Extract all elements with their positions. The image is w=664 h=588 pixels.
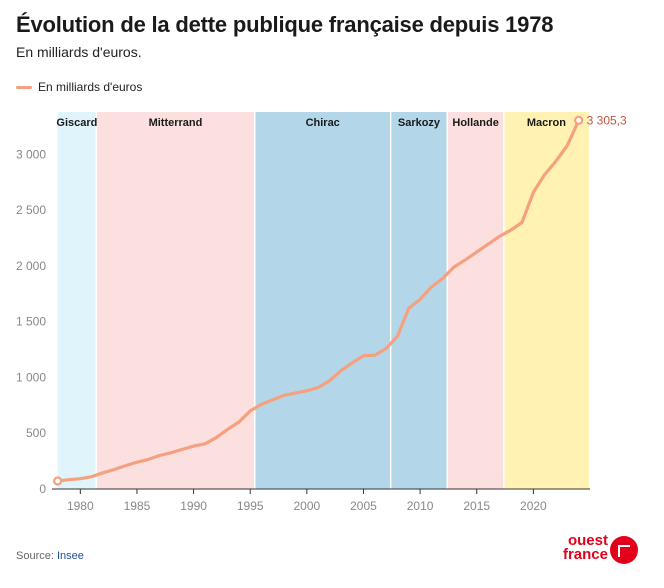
data-point: [237, 420, 241, 424]
data-point: [271, 398, 275, 401]
x-tick-label: 1995: [237, 499, 264, 513]
period-band-macron: [503, 112, 589, 489]
data-point: [384, 347, 388, 350]
data-point: [373, 353, 376, 357]
x-tick-label: 2020: [520, 499, 547, 513]
data-point: [226, 428, 229, 431]
data-point: [79, 477, 82, 480]
last-value-label: 3 305,3: [587, 113, 627, 127]
x-tick-label: 2010: [407, 499, 434, 513]
y-tick-label: 2 000: [16, 259, 46, 273]
y-tick-label: 1 000: [16, 370, 46, 384]
data-point: [192, 444, 195, 448]
data-point: [147, 458, 150, 461]
data-point: [305, 389, 309, 393]
data-point: [464, 258, 467, 261]
data-point: [101, 471, 105, 475]
data-point: [158, 454, 161, 457]
data-point: [566, 144, 569, 147]
legend-label: En milliards d'euros: [38, 80, 143, 94]
data-point: [328, 379, 331, 383]
x-tick-label: 1980: [67, 499, 94, 513]
data-point: [135, 461, 139, 464]
data-point: [362, 354, 365, 357]
data-point: [90, 475, 93, 478]
period-band-mitterrand: [96, 112, 255, 489]
x-tick-label: 2015: [463, 499, 490, 513]
data-point: [452, 265, 456, 269]
line-chart: Giscard Mitterrand Chirac Sarkozy Hollande Ma…: [16, 112, 627, 513]
data-point: [113, 468, 116, 471]
data-point: [532, 191, 535, 194]
data-point: [181, 448, 184, 451]
y-tick-label: 0: [39, 482, 46, 496]
chart-title: Évolution de la dette publique française…: [16, 12, 554, 37]
y-tick-label: 2 500: [16, 203, 46, 217]
data-point: [430, 285, 433, 289]
y-tick-label: 500: [26, 426, 46, 440]
data-point: [441, 276, 444, 280]
period-band-hollande: [447, 112, 504, 489]
data-point: [407, 307, 410, 310]
data-point: [418, 298, 422, 301]
period-label-chirac: Chirac: [306, 117, 340, 129]
data-point: [350, 361, 354, 365]
source-prefix: Source:: [16, 550, 57, 562]
data-point: [67, 478, 71, 481]
x-tick-label: 2000: [293, 499, 320, 513]
data-point: [509, 229, 512, 232]
data-point: [396, 334, 399, 338]
data-point: [498, 235, 501, 238]
data-point: [294, 391, 297, 395]
data-point: [475, 250, 478, 254]
period-label-giscard: Giscard: [56, 117, 97, 129]
source-name[interactable]: Insee: [56, 550, 84, 562]
period-band-chirac: [254, 112, 391, 489]
period-label-hollande: Hollande: [452, 117, 498, 129]
legend-swatch: [16, 85, 32, 89]
data-point: [316, 386, 320, 389]
logo-disc-icon: [610, 536, 638, 564]
logo-text: ouest france: [562, 532, 608, 563]
start-marker: [53, 476, 63, 486]
period-label-sarkozy: Sarkozy: [398, 117, 441, 129]
x-tick-label: 1990: [180, 499, 207, 513]
chart-subtitle: En milliards d'euros.: [16, 44, 142, 60]
data-point: [249, 409, 252, 413]
x-tick-label: 1985: [124, 499, 151, 513]
data-point: [486, 242, 490, 246]
y-tick-label: 1 500: [16, 315, 46, 329]
data-point: [520, 221, 524, 224]
data-point: [282, 394, 286, 397]
data-point: [203, 442, 207, 446]
ouest-france-logo: ouest france: [544, 532, 644, 572]
data-point: [260, 403, 263, 406]
data-point: [124, 464, 127, 467]
period-band-giscard: [57, 112, 97, 489]
data-point: [339, 369, 343, 372]
data-point: [169, 451, 173, 454]
data-point: [543, 173, 546, 176]
x-tick-label: 2005: [350, 499, 377, 513]
data-point: [554, 159, 558, 163]
y-tick-label: 3 000: [16, 147, 46, 161]
period-label-mitterrand: Mitterrand: [149, 117, 203, 129]
source-note: Source: Insee: [16, 550, 84, 562]
data-point: [215, 436, 218, 439]
legend: En milliards d'euros: [16, 80, 142, 94]
end-marker: [574, 115, 584, 125]
period-label-macron: Macron: [527, 117, 566, 129]
